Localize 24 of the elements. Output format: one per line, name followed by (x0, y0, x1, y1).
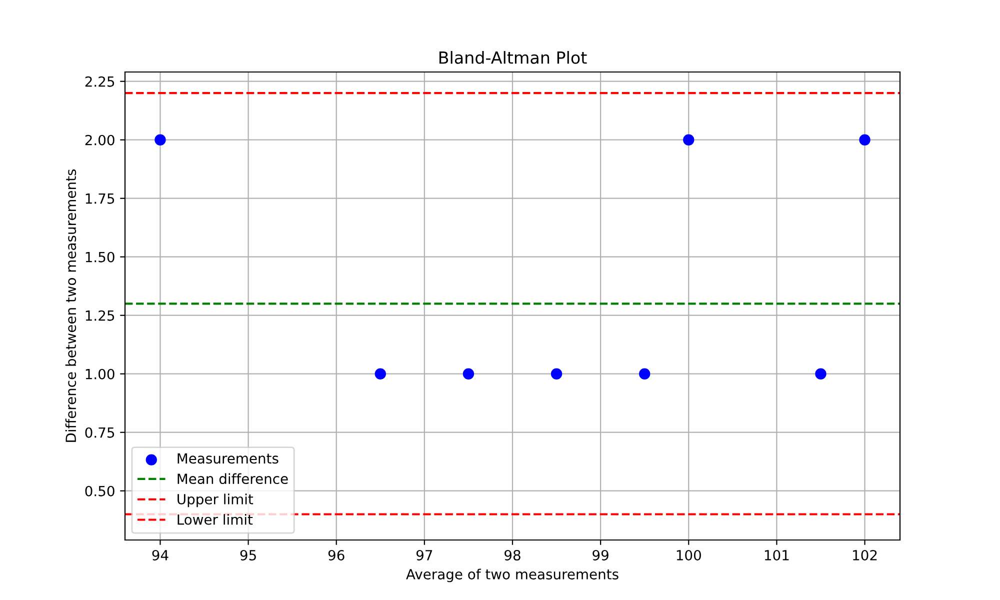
y-tick-label: 0.50 (85, 486, 114, 496)
x-tick-label: 99 (592, 550, 608, 560)
y-axis-title: Difference between two measurements (65, 169, 76, 442)
x-tick-label: 102 (853, 550, 877, 560)
y-tick-label: 1.50 (86, 252, 114, 262)
y-tick-label: 2.25 (85, 76, 114, 87)
legend-label: Upper limit (178, 494, 254, 508)
legend-label: Measurements (178, 453, 278, 464)
x-tick-label: 101 (764, 550, 789, 560)
x-tick-label: 95 (240, 550, 256, 560)
x-tick-label: 98 (504, 550, 520, 560)
x-tick-label: 96 (328, 550, 344, 560)
y-tick-label: 0.75 (85, 427, 114, 438)
y-tick-label: 1.00 (86, 368, 114, 380)
x-tick-label: 97 (416, 550, 432, 560)
x-tick-label: 100 (676, 550, 701, 560)
legend-label: Mean difference (178, 473, 288, 484)
y-tick-label: 1.75 (86, 194, 114, 204)
y-tick-label: 2.00 (85, 134, 114, 146)
x-tick-label: 94 (152, 550, 168, 560)
x-axis-title: Average of two measurements (406, 568, 618, 582)
y-tick-label: 1.25 (86, 310, 114, 321)
chart-title: Bland-Altman Plot (439, 51, 587, 64)
ref-line-label: Lower limit (178, 514, 253, 525)
